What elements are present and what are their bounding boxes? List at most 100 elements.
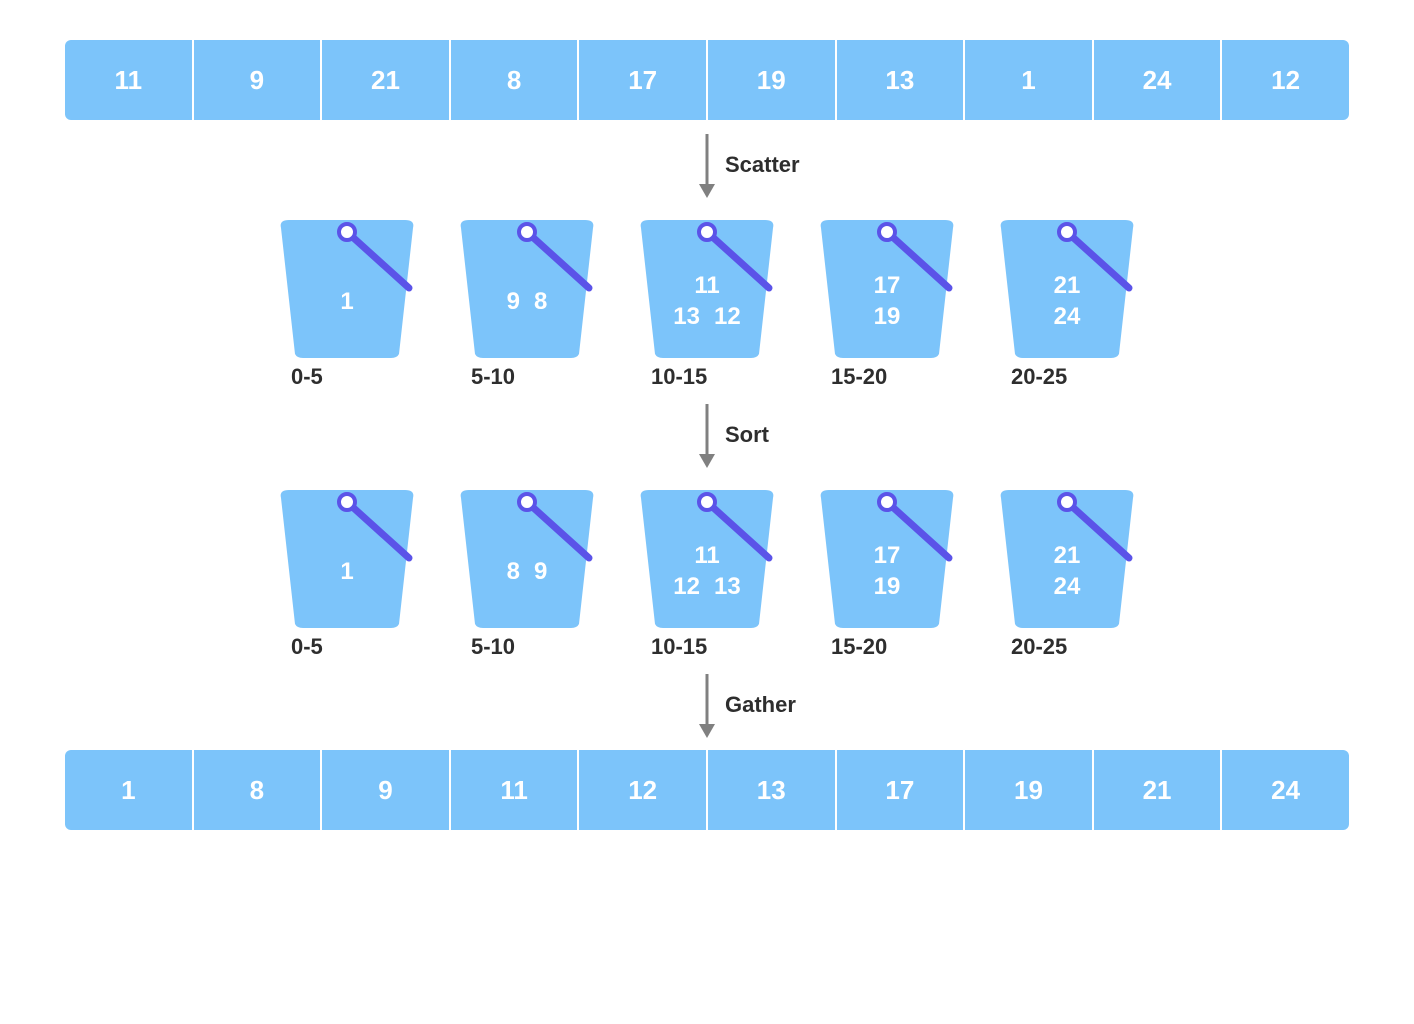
bucket-icon: 98 <box>457 210 597 360</box>
input-array-cell: 11 <box>65 40 192 120</box>
bucket-icon: 2124 <box>997 210 1137 360</box>
bucket-icon: 1113 12 <box>637 210 777 360</box>
bucket-value-line: 1 <box>340 288 353 317</box>
bucket-value-line: 21 <box>1054 542 1081 571</box>
output-array-cell: 24 <box>1220 750 1349 830</box>
bucket-icon: 1719 <box>817 480 957 630</box>
bucket-value-line: 89 <box>507 558 548 587</box>
bucket-value-line: 11 <box>694 272 719 301</box>
bucket-value: 9 <box>507 288 520 317</box>
input-array-cell: 24 <box>1092 40 1221 120</box>
bucket-value: 13 <box>673 303 700 332</box>
input-array-cell: 8 <box>449 40 578 120</box>
bucket-value-line: 17 <box>874 542 901 571</box>
bucket-value: 21 <box>1054 272 1081 301</box>
output-array: 18911121317192124 <box>65 750 1349 830</box>
input-array-cell: 21 <box>320 40 449 120</box>
input-array-cell: 19 <box>706 40 835 120</box>
arrow-label-sort: Sort <box>725 422 769 448</box>
bucket-range-label: 15-20 <box>831 634 887 660</box>
output-array-cell: 19 <box>963 750 1092 830</box>
bucket-value: 24 <box>1054 303 1081 332</box>
output-array-cell: 13 <box>706 750 835 830</box>
arrow-gather: Gather <box>65 660 1349 750</box>
output-array-cell: 17 <box>835 750 964 830</box>
arrow-label-gather: Gather <box>725 692 796 718</box>
scatter-bucket: 1719 15-20 <box>817 210 957 390</box>
bucket-contents: 89 <box>457 528 597 616</box>
bucket-range-label: 5-10 <box>471 364 515 390</box>
bucket-value-line: 24 <box>1054 573 1081 602</box>
bucket-value: 1 <box>340 288 353 317</box>
sorted-bucket: 1 0-5 <box>277 480 417 660</box>
bucket-value-line: 1213 <box>673 573 740 602</box>
bucket-value: 21 <box>1054 542 1081 571</box>
bucket-contents: 111213 <box>637 528 777 616</box>
bucket-value-line: 1 <box>340 558 353 587</box>
bucket-range-label: 20-25 <box>1011 634 1067 660</box>
bucket-range-label: 10-15 <box>651 634 707 660</box>
bucket-value: 11 <box>694 542 719 571</box>
arrow-down-icon <box>695 400 719 470</box>
output-array-cell: 1 <box>65 750 192 830</box>
sorted-bucket: 111213 10-15 <box>637 480 777 660</box>
bucket-contents: 2124 <box>997 258 1137 346</box>
bucket-icon: 1 <box>277 480 417 630</box>
arrow-down-icon <box>695 130 719 200</box>
bucket-value-line: 98 <box>507 288 548 317</box>
scatter-bucket: 98 5-10 <box>457 210 597 390</box>
bucket-value-line: 24 <box>1054 303 1081 332</box>
bucket-value: 24 <box>1054 573 1081 602</box>
bucket-value: 19 <box>874 573 901 602</box>
bucket-contents: 1 <box>277 528 417 616</box>
bucket-contents: 1719 <box>817 258 957 346</box>
scatter-bucket-row: 1 0-5 98 5-10 1113 12 10-15 1719 15-20 2124 20… <box>65 210 1349 390</box>
output-array-cell: 9 <box>320 750 449 830</box>
bucket-contents: 1113 12 <box>637 258 777 346</box>
bucket-value: 11 <box>694 272 719 301</box>
bucket-icon: 1719 <box>817 210 957 360</box>
bucket-value: 17 <box>874 542 901 571</box>
arrow-sort: Sort <box>65 390 1349 480</box>
input-array-cell: 12 <box>1220 40 1349 120</box>
bucket-value: 8 <box>534 288 547 317</box>
bucket-value: 17 <box>874 272 901 301</box>
sorted-bucket: 2124 20-25 <box>997 480 1137 660</box>
bucket-value-line: 19 <box>874 573 901 602</box>
bucket-contents: 1 <box>277 258 417 346</box>
input-array-cell: 13 <box>835 40 964 120</box>
bucket-contents: 1719 <box>817 528 957 616</box>
bucket-value-line: 17 <box>874 272 901 301</box>
bucket-value: 9 <box>534 558 547 587</box>
bucket-contents: 2124 <box>997 528 1137 616</box>
bucket-value: 12 <box>673 573 700 602</box>
bucket-range-label: 10-15 <box>651 364 707 390</box>
scatter-bucket: 2124 20-25 <box>997 210 1137 390</box>
bucket-range-label: 5-10 <box>471 634 515 660</box>
bucket-value-line: 21 <box>1054 272 1081 301</box>
output-array-cell: 12 <box>577 750 706 830</box>
scatter-bucket: 1113 12 10-15 <box>637 210 777 390</box>
bucket-icon: 2124 <box>997 480 1137 630</box>
arrow-scatter: Scatter <box>65 120 1349 210</box>
bucket-range-label: 15-20 <box>831 364 887 390</box>
output-array-cell: 8 <box>192 750 321 830</box>
bucket-value-line: 13 12 <box>673 303 740 332</box>
bucket-icon: 1 <box>277 210 417 360</box>
bucket-value-line: 19 <box>874 303 901 332</box>
arrow-label-scatter: Scatter <box>725 152 800 178</box>
bucket-range-label: 0-5 <box>291 634 323 660</box>
bucket-range-label: 0-5 <box>291 364 323 390</box>
bucket-range-label: 20-25 <box>1011 364 1067 390</box>
input-array-cell: 9 <box>192 40 321 120</box>
input-array-cell: 17 <box>577 40 706 120</box>
bucket-value: 12 <box>714 303 741 332</box>
output-array-cell: 11 <box>449 750 578 830</box>
sorted-bucket: 1719 15-20 <box>817 480 957 660</box>
input-array-cell: 1 <box>963 40 1092 120</box>
input-array: 11921817191312412 <box>65 40 1349 120</box>
bucket-contents: 98 <box>457 258 597 346</box>
scatter-bucket: 1 0-5 <box>277 210 417 390</box>
sorted-bucket-row: 1 0-5 89 5-10 111213 10-15 1719 15-20 2124 20… <box>65 480 1349 660</box>
bucket-icon: 111213 <box>637 480 777 630</box>
